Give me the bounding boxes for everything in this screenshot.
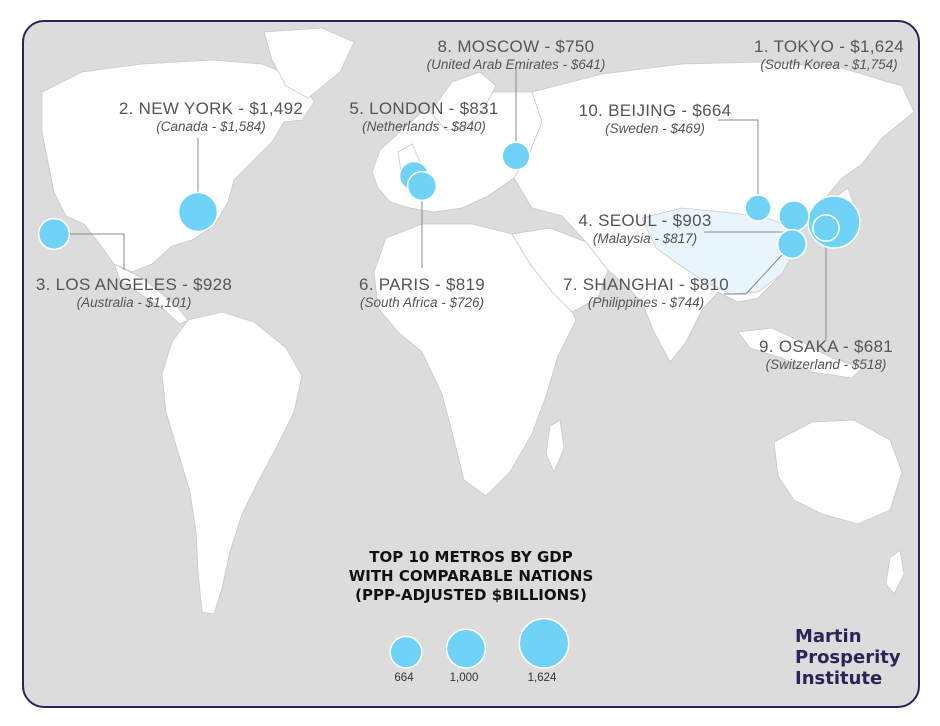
label-tokyo: 1. TOKYO - $1,624 (South Korea - $1,754) [744, 38, 914, 72]
map-frame: 2. NEW YORK - $1,492 (Canada - $1,584) 3… [22, 20, 920, 708]
legend-bubble-664 [389, 635, 423, 669]
greenland-landmass [263, 27, 355, 99]
bubble-seoul [778, 200, 810, 232]
leader-beijing [718, 119, 759, 208]
legend-label-large: 1,624 [527, 672, 557, 684]
south-america-landmass [161, 311, 303, 615]
arabia-landmass [511, 227, 609, 313]
nation-label-paris: (South Africa - $726) [359, 295, 485, 310]
nation-label-beijing: (Sweden - $469) [605, 121, 705, 136]
title-line-2: WITH COMPARABLE NATIONS [348, 567, 594, 585]
city-label-shanghai: 7. SHANGHAI - $810 [562, 275, 730, 294]
city-label-london: 5. LONDON - $831 [349, 99, 499, 118]
madagascar-landmass [545, 419, 565, 474]
label-moscow: 8. MOSCOW - $750 (United Arab Emirates -… [410, 38, 622, 72]
city-label-new-york: 2. NEW YORK - $1,492 [118, 99, 304, 118]
bubble-paris [406, 170, 438, 202]
label-osaka: 9. OSAKA - $681 (Switzerland - $518) [746, 338, 906, 372]
brand-line-3: Institute [795, 668, 883, 689]
australia-landmass [773, 419, 903, 525]
brand-logo: Martin Prosperity Institute [795, 626, 901, 689]
nation-label-tokyo: (South Korea - $1,754) [760, 57, 898, 72]
bubble-beijing [744, 194, 772, 222]
title-line-3: (PPP-ADJUSTED $BILLIONS) [355, 586, 587, 604]
central-america-landmass [113, 263, 189, 325]
city-label-seoul: 4. SEOUL - $903 [578, 211, 712, 230]
brand-line-1: Martin [795, 626, 862, 647]
china-highlight [641, 207, 797, 295]
city-label-beijing: 10. BEIJING - $664 [578, 101, 732, 120]
label-seoul: 4. SEOUL - $903 (Malaysia - $817) [560, 212, 730, 246]
brand-line-2: Prosperity [795, 647, 901, 668]
metro-bubbles [37, 141, 861, 260]
nation-label-london: (Netherlands - $840) [362, 119, 486, 134]
city-label-moscow: 8. MOSCOW - $750 [437, 37, 595, 56]
world-map [37, 27, 915, 669]
legend-bubbles [389, 617, 570, 669]
title-line-1: TOP 10 METROS BY GDP [369, 548, 573, 566]
nation-label-seoul: (Malaysia - $817) [592, 231, 698, 246]
bubble-new-york [177, 191, 219, 233]
legend-label-medium: 1,000 [449, 672, 479, 684]
nation-label-los-angeles: (Australia - $1,101) [76, 295, 192, 310]
legend-bubble-1000 [445, 628, 487, 669]
label-new-york: 2. NEW YORK - $1,492 (Canada - $1,584) [96, 100, 326, 134]
new-zealand-landmass [885, 549, 905, 595]
label-london: 5. LONDON - $831 (Netherlands - $840) [324, 100, 524, 134]
nation-label-moscow: (United Arab Emirates - $641) [426, 57, 606, 72]
label-shanghai: 7. SHANGHAI - $810 (Philippines - $744) [548, 276, 744, 310]
legend-bubble-1624 [518, 617, 570, 669]
scandinavia-landmass [429, 71, 497, 131]
label-beijing: 10. BEIJING - $664 (Sweden - $469) [570, 102, 740, 136]
bubble-shanghai [776, 228, 808, 260]
bubble-los-angeles [37, 217, 71, 251]
city-label-los-angeles: 3. LOS ANGELES - $928 [35, 275, 233, 294]
city-label-osaka: 9. OSAKA - $681 [759, 337, 893, 356]
legend-label-small: 664 [394, 672, 414, 684]
leader-los-angeles [54, 233, 125, 270]
map-title: TOP 10 METROS BY GDP WITH COMPARABLE NAT… [346, 548, 596, 605]
leader-shanghai [724, 243, 793, 295]
city-label-tokyo: 1. TOKYO - $1,624 [754, 37, 904, 56]
southeast-asia-islands [737, 327, 863, 379]
label-paris: 6. PARIS - $819 (South Africa - $726) [322, 276, 522, 310]
bubble-osaka [812, 214, 840, 242]
bubble-moscow [501, 141, 531, 171]
north-america-landmass [41, 59, 315, 273]
city-label-paris: 6. PARIS - $819 [358, 275, 486, 294]
nation-label-new-york: (Canada - $1,584) [156, 119, 266, 134]
label-los-angeles: 3. LOS ANGELES - $928 (Australia - $1,10… [26, 276, 242, 310]
nation-label-osaka: (Switzerland - $518) [765, 357, 887, 372]
nation-label-shanghai: (Philippines - $744) [587, 295, 705, 310]
